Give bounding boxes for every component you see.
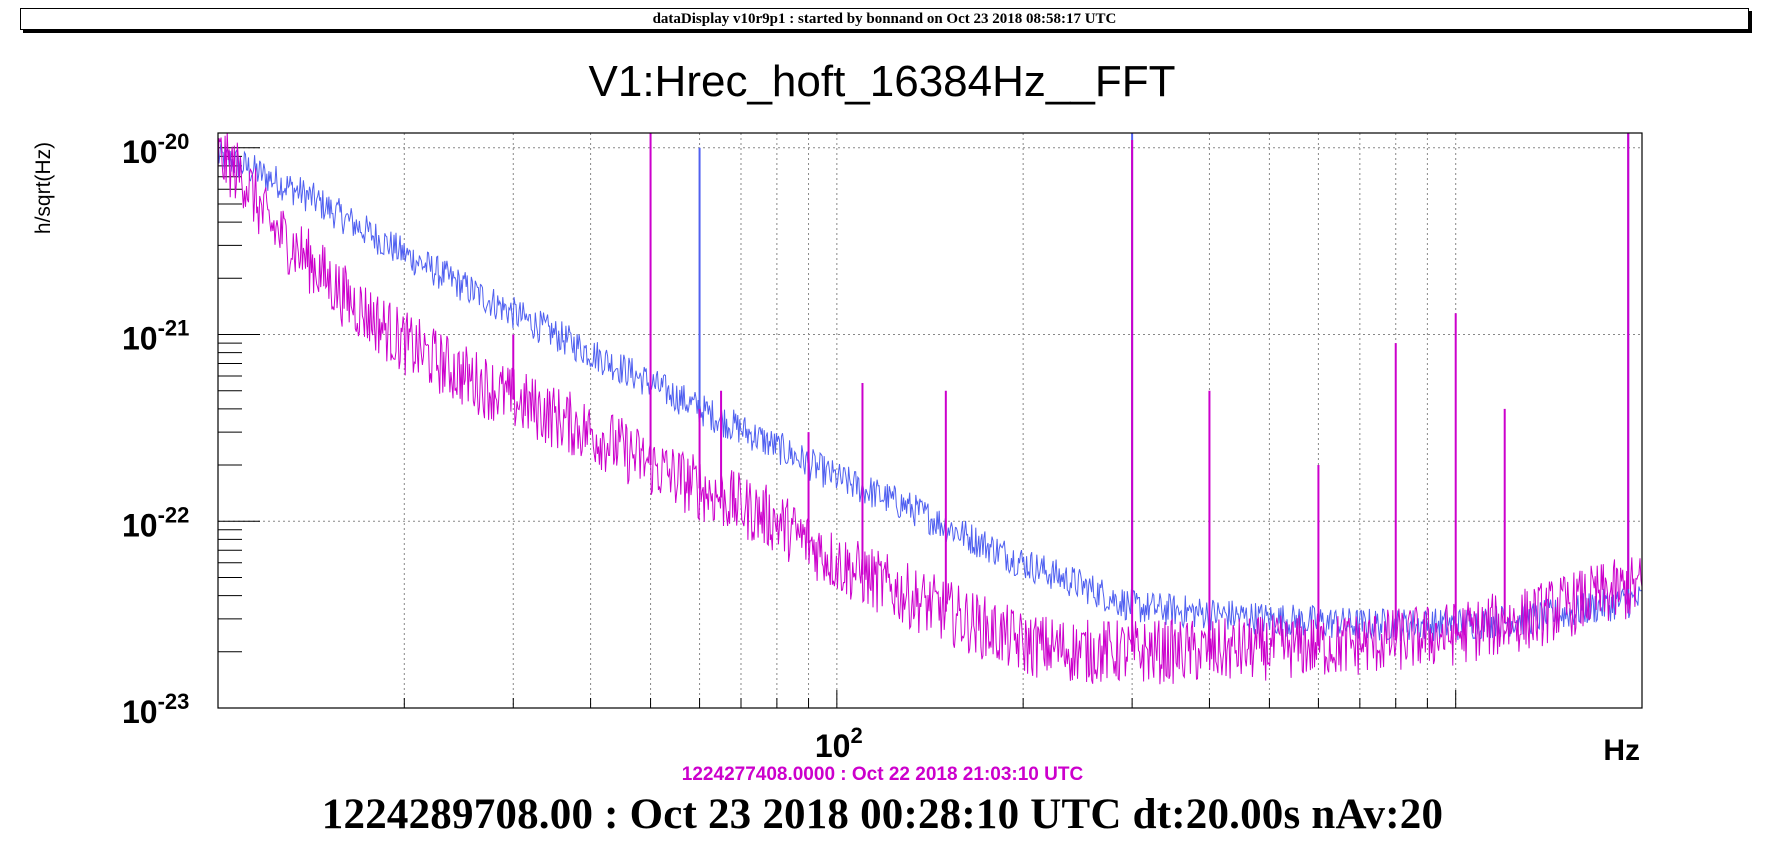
tick-labels: 10-20 10-21 10-22 10-23 102 xyxy=(122,129,863,760)
reference-series-line xyxy=(218,133,1642,685)
reference-timestamp: 1224277408.0000 : Oct 22 2018 21:03:10 U… xyxy=(681,764,1084,785)
y-axis-label: h/sqrt(Hz) xyxy=(32,142,55,234)
series-layer xyxy=(218,133,1642,685)
y-tick-label: 10-21 xyxy=(122,316,189,357)
title-banner: dataDisplay v10r9p1 : started by bonnand… xyxy=(20,8,1749,30)
chart-title: V1:Hrec_hoft_16384Hz__FFT xyxy=(589,57,1176,106)
current-series-line xyxy=(218,140,1642,642)
current-timestamp: 1224289708.00 : Oct 23 2018 00:28:10 UTC… xyxy=(321,791,1444,838)
y-tick-label: 10-22 xyxy=(122,502,189,543)
plot-frame xyxy=(217,132,1643,709)
banner-text: dataDisplay v10r9p1 : started by bonnand… xyxy=(652,11,1117,27)
x-axis-label: Hz xyxy=(1603,734,1640,760)
y-tick-label: 10-23 xyxy=(122,689,189,730)
y-tick-label: 10-20 xyxy=(122,129,189,170)
fft-chart: V1:Hrec_hoft_16384Hz__FFT h/sqrt(Hz) 10-… xyxy=(32,57,1643,760)
x-tick-label: 102 xyxy=(815,723,863,760)
